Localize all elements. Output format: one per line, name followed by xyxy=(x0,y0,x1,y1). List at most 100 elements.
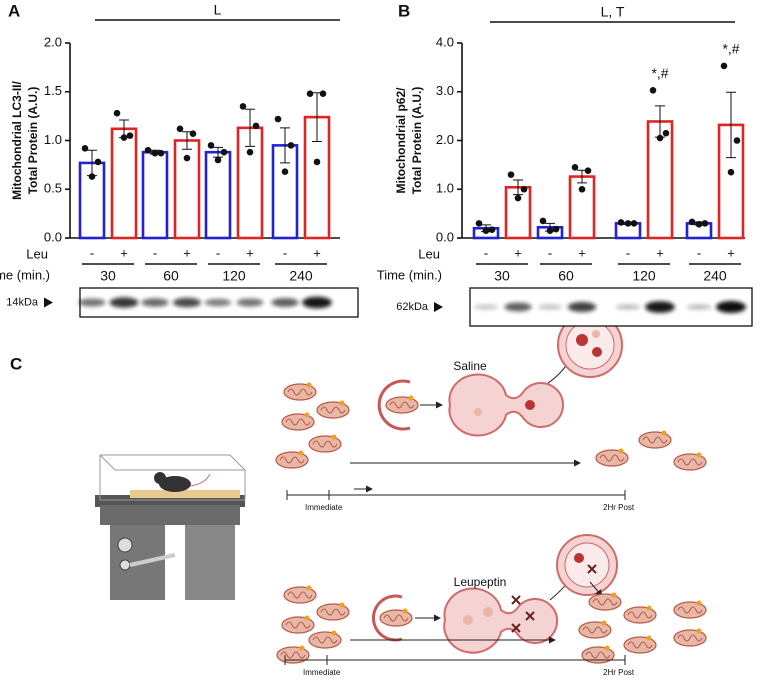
data-point xyxy=(220,148,228,156)
data-point xyxy=(514,194,522,202)
data-point xyxy=(113,109,121,117)
treatment-sign: - xyxy=(484,245,488,260)
data-point xyxy=(151,149,159,157)
data-point xyxy=(552,225,560,233)
saline-diagram xyxy=(275,312,707,500)
treatment-row-label: Leu xyxy=(26,246,48,261)
blot-band xyxy=(236,298,264,307)
data-point xyxy=(274,115,282,123)
y-tick-label: 1.5 xyxy=(44,83,62,98)
data-point xyxy=(189,130,197,137)
data-point xyxy=(662,129,670,137)
data-point xyxy=(520,185,528,193)
treatment-sign: + xyxy=(727,245,735,260)
error-bar xyxy=(726,91,736,159)
group-label: 240 xyxy=(703,268,727,284)
y-tick-label: 2.0 xyxy=(44,34,62,49)
panel-label: A xyxy=(8,1,20,20)
annotation: *,# xyxy=(651,65,668,81)
data-point xyxy=(157,149,165,157)
treatment-label: Saline xyxy=(453,359,487,373)
data-point xyxy=(688,218,696,226)
y-tick-label: 3.0 xyxy=(436,83,454,98)
data-point xyxy=(546,227,554,234)
blot-band xyxy=(172,297,202,308)
y-tick-label: 2.0 xyxy=(436,132,454,147)
data-point xyxy=(252,122,260,130)
time-row-label: Time (min.) xyxy=(377,267,442,282)
data-point xyxy=(630,220,638,227)
bar xyxy=(110,127,138,240)
blot-band xyxy=(473,304,499,310)
panel-label: B xyxy=(398,1,410,20)
data-point xyxy=(727,168,735,176)
data-point xyxy=(81,145,89,152)
blot-band xyxy=(109,297,139,308)
data-point xyxy=(126,132,134,139)
group-label: 60 xyxy=(163,268,179,284)
data-point xyxy=(214,156,222,164)
data-point xyxy=(488,226,496,234)
blot-arrow xyxy=(434,302,443,312)
error-bar xyxy=(513,179,523,196)
bar xyxy=(568,175,596,240)
treatment-sign: + xyxy=(120,245,128,260)
timeline-start: Immediate xyxy=(305,503,343,512)
blot-band xyxy=(78,298,106,307)
blot-label: 14kDa xyxy=(6,296,39,308)
error-bar xyxy=(280,127,290,164)
y-tick-label: 0.0 xyxy=(436,229,454,244)
y-axis-label: Total Protein (A.U.) xyxy=(26,87,40,195)
data-point xyxy=(617,219,625,226)
treatment-row-label: Leu xyxy=(418,246,440,261)
data-point xyxy=(120,134,128,141)
y-tick-label: 0.5 xyxy=(44,181,62,196)
treatment-label: Leupeptin xyxy=(454,575,507,589)
data-point xyxy=(239,103,247,110)
data-point xyxy=(507,171,515,178)
treatment-sign: - xyxy=(626,245,630,260)
annotation: *,# xyxy=(722,41,739,57)
time-row-label: Time (min.) xyxy=(0,267,50,282)
data-point xyxy=(701,220,709,227)
data-point xyxy=(482,227,490,234)
blot-label: 62kDa xyxy=(396,301,429,313)
treatment-sign: - xyxy=(548,245,552,260)
bar xyxy=(141,150,169,240)
data-point xyxy=(656,134,664,142)
data-point xyxy=(649,86,657,94)
data-point xyxy=(207,142,215,149)
timeline-end: 2Hr Post xyxy=(603,503,635,512)
timeline-start: Immediate xyxy=(303,668,341,677)
treatment-sign: + xyxy=(578,245,586,260)
y-tick-label: 4.0 xyxy=(436,34,454,49)
group-label: 30 xyxy=(100,268,116,284)
blot-band xyxy=(567,302,597,312)
data-point xyxy=(695,221,703,228)
treatment-sign: + xyxy=(514,245,522,260)
data-point xyxy=(183,154,191,162)
treatment-sign: + xyxy=(313,245,321,260)
y-tick-label: 1.0 xyxy=(436,181,454,196)
error-bar xyxy=(182,131,192,150)
data-point xyxy=(306,90,314,97)
group-label: 120 xyxy=(632,268,656,284)
data-point xyxy=(88,173,96,180)
data-point xyxy=(176,125,184,133)
group-label: 240 xyxy=(289,268,313,284)
data-point xyxy=(720,62,728,70)
data-point xyxy=(571,164,579,171)
bar xyxy=(204,150,232,240)
group-label: 60 xyxy=(558,268,574,284)
y-axis-label: Mitochondrial p62/ xyxy=(394,87,408,194)
leupeptin-diagram xyxy=(276,534,707,665)
treatment-sign: - xyxy=(153,245,157,260)
blot-arrow xyxy=(44,297,53,308)
data-point xyxy=(94,158,102,166)
y-axis-label: Total Protein (A.U.) xyxy=(410,87,424,195)
data-point xyxy=(539,217,547,225)
treatment-sign: - xyxy=(283,245,287,260)
y-tick-label: 1.0 xyxy=(44,132,62,147)
treatment-sign: - xyxy=(216,245,220,260)
